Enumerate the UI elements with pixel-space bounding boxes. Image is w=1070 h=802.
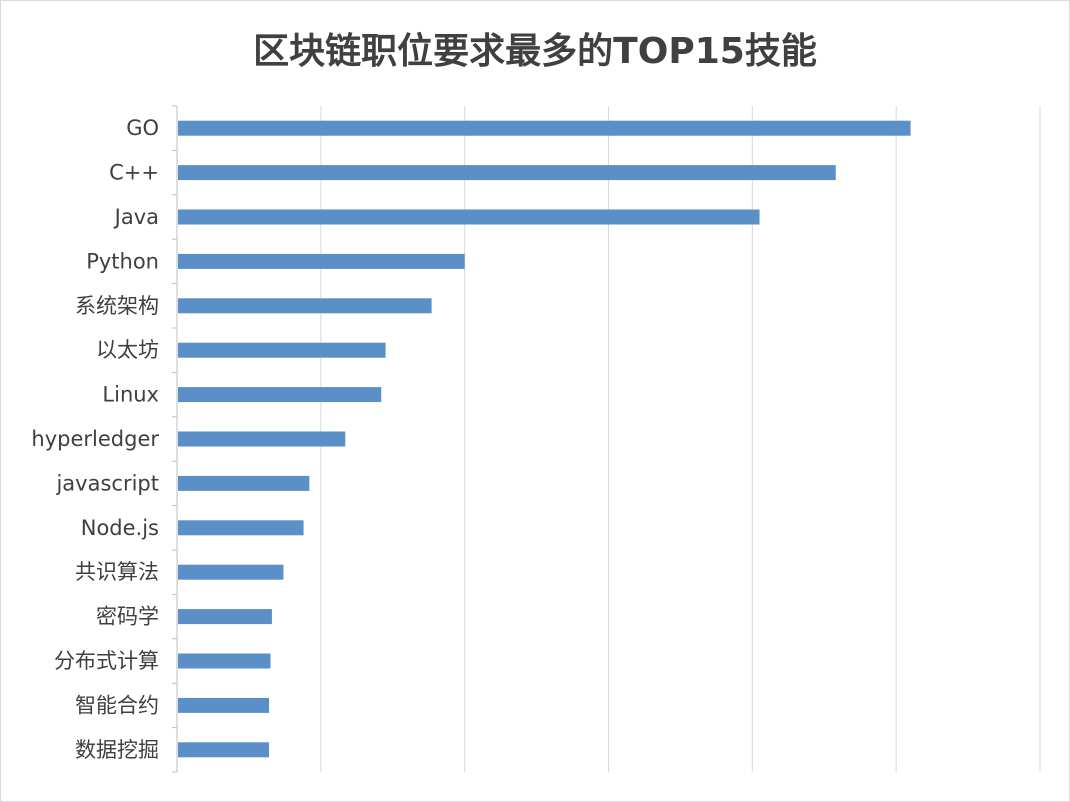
category-label-2: C++ (109, 161, 159, 185)
category-label-6: 以太坊 (96, 338, 159, 362)
category-label-3: Java (113, 205, 159, 229)
category-label-12: 密码学 (96, 605, 159, 629)
category-label-10: Node.js (81, 516, 159, 540)
bar-15 (178, 742, 270, 758)
bar-5 (178, 298, 432, 314)
category-label-1: GO (126, 116, 159, 140)
bar-7 (178, 387, 382, 403)
bar-9 (178, 475, 310, 491)
category-label-7: Linux (102, 383, 159, 407)
chart-title: 区块链职位要求最多的TOP15技能 (253, 31, 817, 72)
bar-14 (178, 697, 270, 713)
bar-1 (178, 120, 911, 136)
bar-8 (178, 431, 346, 447)
category-label-4: Python (86, 249, 159, 273)
bar-3 (178, 209, 760, 225)
category-label-8: hyperledger (31, 427, 159, 451)
category-label-11: 共识算法 (75, 560, 159, 584)
category-label-15: 数据挖掘 (75, 738, 159, 762)
bar-6 (178, 342, 386, 358)
bar-2 (178, 165, 836, 181)
category-label-13: 分布式计算 (54, 649, 159, 673)
bar-11 (178, 564, 284, 580)
category-label-14: 智能合约 (75, 693, 159, 717)
bar-12 (178, 609, 272, 625)
category-label-5: 系统架构 (75, 294, 159, 318)
bar-10 (178, 520, 304, 536)
category-label-9: javascript (55, 471, 159, 495)
bar-13 (178, 653, 271, 669)
bar-4 (178, 253, 465, 269)
